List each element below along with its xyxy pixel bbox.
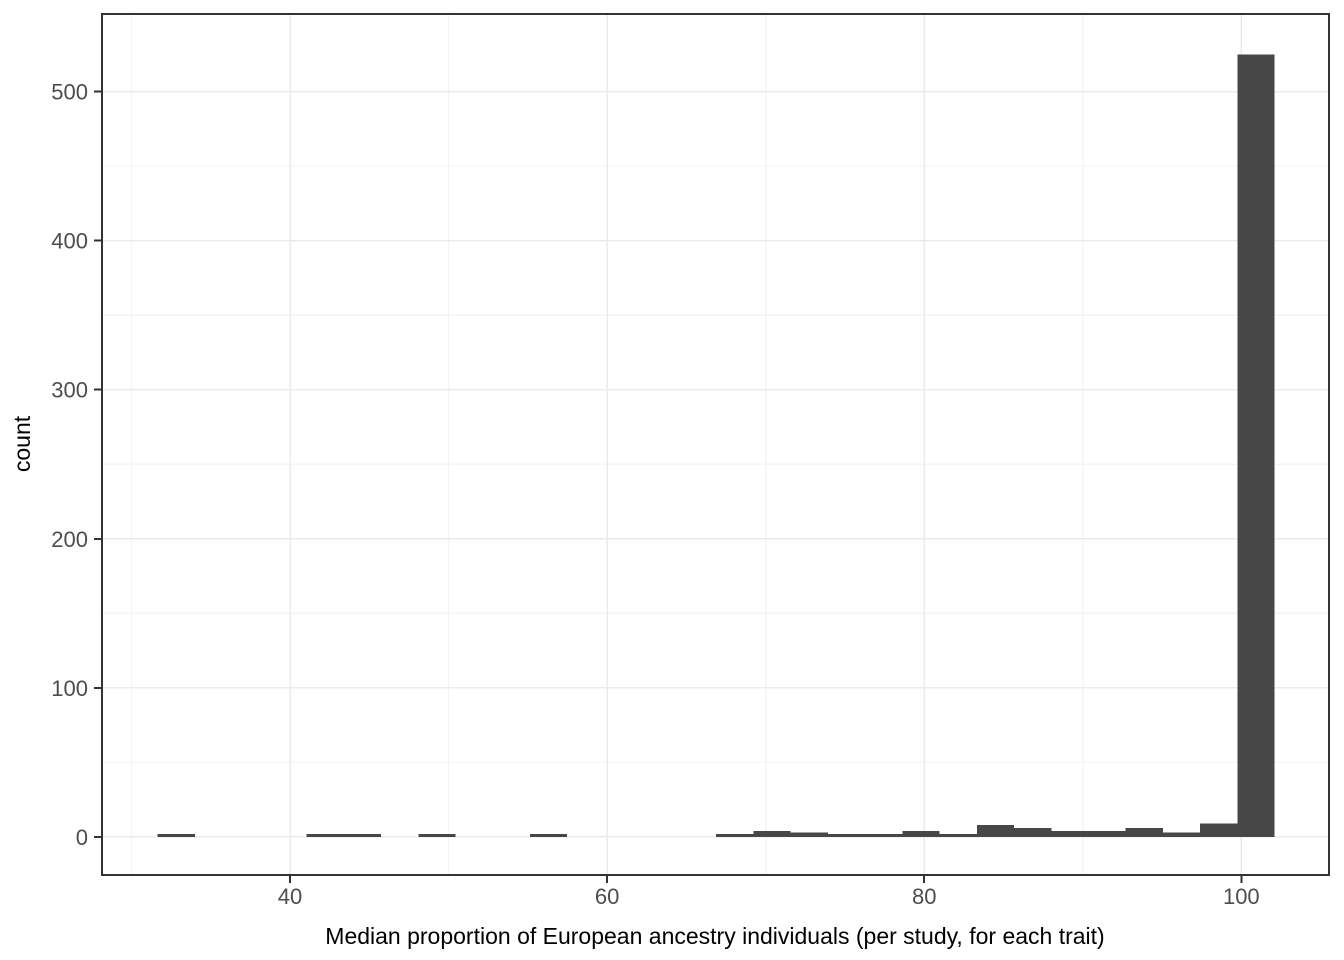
axis-tick-marks [94,90,1243,883]
y-tick-label: 100 [51,676,88,701]
gridlines-major [102,14,1329,875]
histogram-bar [343,834,382,837]
histogram-bar [939,834,977,837]
histogram-bar [306,834,344,837]
histogram-bar [790,832,828,837]
y-tick-label: 400 [51,229,88,254]
histogram-bar [418,834,456,837]
y-tick-label: 300 [51,378,88,403]
x-tick-label: 100 [1223,884,1260,909]
x-tick-label: 60 [595,884,619,909]
histogram-bar [1200,823,1238,837]
gridlines-minor [102,14,1329,875]
histogram-bar [865,834,903,837]
histogram-bar [1014,828,1052,837]
histogram-bar [716,834,754,837]
histogram-bar [976,825,1015,837]
histogram-bar [1125,828,1163,837]
y-axis-title: count [9,415,35,472]
x-axis-title: Median proportion of European ancestry i… [325,923,1104,949]
x-tick-label: 80 [912,884,936,909]
y-tick-label: 200 [51,527,88,552]
y-tick-label: 500 [51,80,88,105]
histogram-bar [902,831,940,837]
histogram-bar [1051,831,1089,837]
histogram-bar [753,831,791,837]
histogram-bar [827,834,866,837]
panel-border [101,13,1330,876]
axis-tick-labels: 40 60 80 100 0 100 200 300 400 500 [51,80,1259,909]
histogram-bar [1162,832,1201,837]
histogram-bars [157,54,1275,837]
x-tick-label: 40 [278,884,302,909]
histogram-bar [1088,831,1126,837]
histogram-bar [530,834,568,837]
histogram-bar [1237,54,1275,837]
histogram-bar [157,834,195,837]
y-tick-label: 0 [76,825,88,850]
